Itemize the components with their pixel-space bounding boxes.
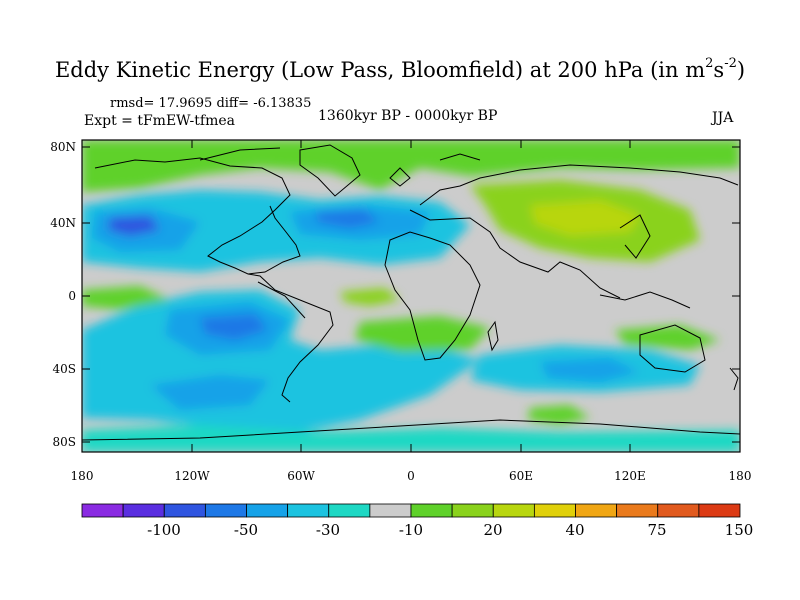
colorbar-label: -30 [316,521,340,539]
colorbar-swatch [451,503,494,518]
colorbar [81,503,741,518]
colorbar-swatch [492,503,535,518]
experiment-label: Expt = tFmEW-tfmea [84,113,235,129]
lat-label: 40S [53,362,77,376]
colorbar-swatch [575,503,618,518]
colorbar-label: -50 [234,521,258,539]
colorbar-label: 40 [565,521,584,539]
colorbar-label: -100 [147,521,181,539]
colorbar-label: -10 [399,521,423,539]
colorbar-swatch [410,503,453,518]
energy-field [82,140,740,452]
colorbar-swatch [163,503,206,518]
lat-label: 80N [50,140,76,154]
colorbar-swatch [246,503,289,518]
lon-label: 180 [729,469,752,483]
lon-label: 120E [614,469,646,483]
colorbar-swatch [287,503,330,518]
lat-label: 80S [53,435,77,449]
colorbar-label: 75 [647,521,666,539]
colorbar-swatch [204,503,247,518]
lat-labels: 80N 40N 0 40S 80S [50,140,76,449]
coastlines [82,144,740,441]
lon-label: 0 [407,469,415,483]
chart-title: Eddy Kinetic Energy (Low Pass, Bloomfiel… [54,56,746,82]
colorbar-swatch [328,503,371,518]
lon-label: 60W [287,469,315,483]
colorbar-swatch [616,503,659,518]
lon-labels: 180 120W 60W 0 60E 120E 180 [71,469,752,483]
colorbar-swatch [122,503,165,518]
rmsd-diff-stats: rmsd= 17.9695 diff= -6.13835 [110,96,312,111]
axis-ticks [81,140,741,452]
colorbar-label: 150 [725,521,754,539]
season-label: JJA [712,110,734,126]
lon-label: 60E [509,469,533,483]
colorbar-swatch [533,503,576,518]
colorbar-swatch [698,503,741,518]
lon-label: 120W [174,469,210,483]
colorbar-label: 20 [483,521,502,539]
lat-label: 0 [68,289,76,303]
lon-label: 180 [71,469,94,483]
period-label: 1360kyr BP - 0000kyr BP [318,108,498,124]
colorbar-swatch [369,503,412,518]
colorbar-swatch [81,503,124,518]
colorbar-labels: -100 -50 -30 -10 20 40 75 150 [147,521,753,539]
lat-label: 40N [50,216,76,230]
colorbar-swatch [657,503,700,518]
